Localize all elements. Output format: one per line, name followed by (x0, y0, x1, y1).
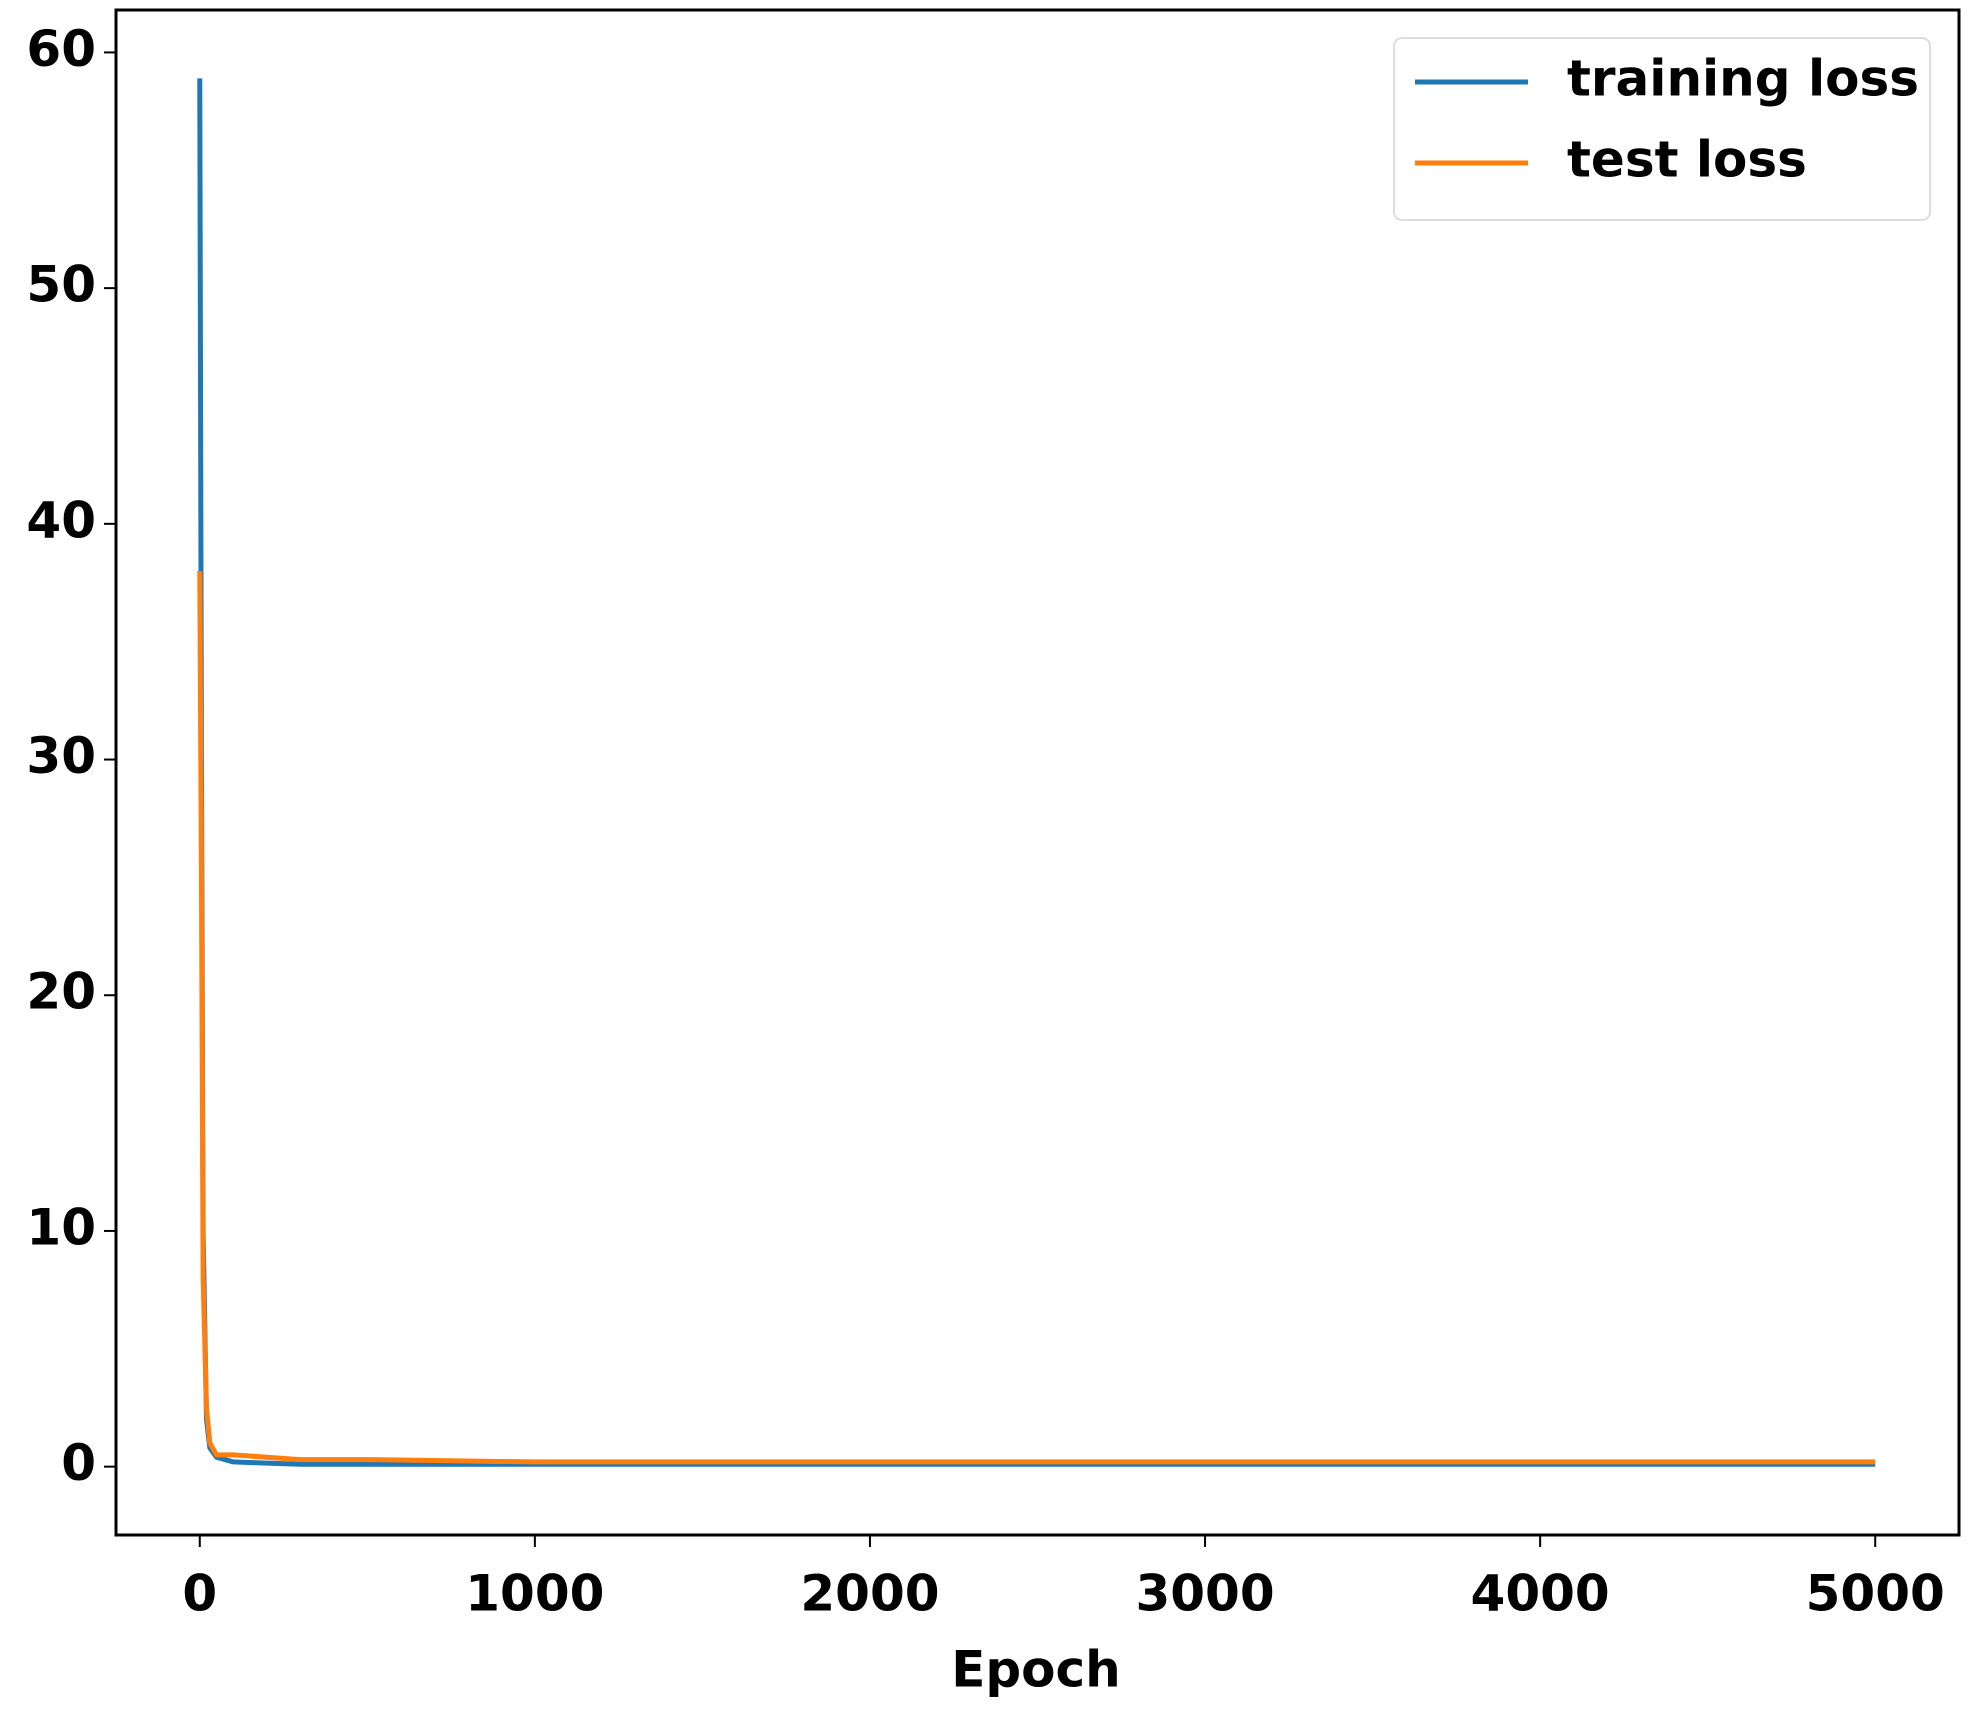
y-tick-label: 10 (26, 1198, 96, 1256)
legend-label: test loss (1567, 131, 1807, 189)
y-tick-label: 20 (26, 963, 96, 1021)
y-tick-label: 40 (26, 491, 96, 549)
x-tick-label: 3000 (1135, 1565, 1274, 1623)
y-tick-label: 50 (26, 256, 96, 314)
x-tick-label: 2000 (800, 1565, 939, 1623)
x-tick-label: 1000 (465, 1565, 604, 1623)
x-tick-label: 0 (182, 1565, 217, 1623)
y-tick-label: 0 (61, 1434, 96, 1492)
axes-frame (114, 8, 1961, 1537)
series-line (197, 570, 1876, 1465)
x-tick-label: 5000 (1806, 1565, 1945, 1623)
x-tick-label: 4000 (1471, 1565, 1610, 1623)
y-tick-label: 30 (26, 727, 96, 785)
y-tick-label: 60 (26, 20, 96, 78)
series-line (197, 78, 1876, 1467)
x-axis-label: Epoch (951, 1641, 1121, 1699)
legend-label: training loss (1567, 50, 1919, 108)
